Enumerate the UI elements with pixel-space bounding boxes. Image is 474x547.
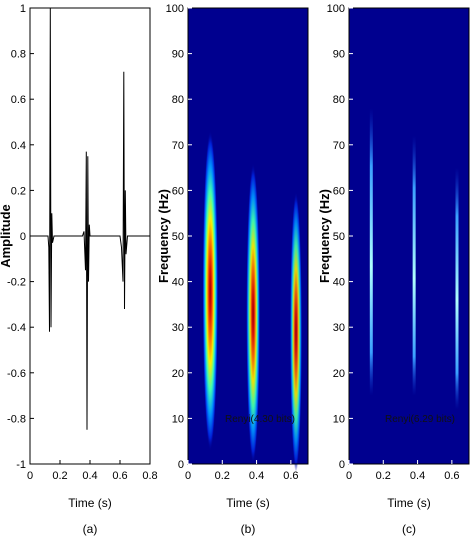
y-tick-label: 0.2 [11, 185, 26, 197]
y-tick-label: 50 [172, 231, 184, 243]
y-tick-label: 0 [178, 459, 184, 471]
panel-c-ticks: 0 0.2 0.4 0.6 0 10 20 30 40 50 60 70 80 90 100 [327, 3, 460, 482]
y-tick-label: 80 [172, 94, 184, 106]
y-tick-label: 20 [172, 368, 184, 380]
panel-c-annotation: Renyi(6.29 bits) [385, 414, 455, 425]
x-tick-label: 0.4 [410, 470, 425, 482]
y-tick-label: -0.6 [7, 368, 26, 380]
y-tick-label: 90 [172, 49, 184, 61]
panel-c-plot-area [349, 8, 469, 464]
y-tick-label: -0.4 [7, 322, 26, 334]
y-tick-label: 70 [172, 140, 184, 152]
x-tick-label: 0.6 [283, 470, 298, 482]
y-tick-label: 0.6 [11, 94, 26, 106]
x-tick-label: 0.4 [249, 470, 264, 482]
x-tick-label: 0.4 [82, 470, 97, 482]
energy-blob [246, 163, 260, 465]
x-tick-label: 0.6 [112, 470, 127, 482]
panel-a-ticks: 0 0.2 0.4 0.6 0.8 -1 -0.8 -0.6 -0.4 -0.2 0 0.2 0.4 0.… [7, 3, 158, 482]
x-tick-label: 0.2 [215, 470, 230, 482]
x-tick-label: 0.8 [142, 470, 157, 482]
x-tick-label: 0.6 [444, 470, 459, 482]
energy-ridge [455, 167, 459, 410]
y-tick-label: 20 [333, 368, 345, 380]
panel-a-ylabel: Amplitude [0, 204, 13, 268]
x-tick-label: 0.2 [52, 470, 67, 482]
y-tick-label: 40 [172, 277, 184, 289]
y-tick-label: 60 [172, 185, 184, 197]
y-tick-label: 10 [172, 413, 184, 425]
panel-b-energy [202, 130, 302, 473]
y-tick-label: 40 [333, 277, 345, 289]
panel-b-annotation: Renyi(4.30 bits) [225, 414, 295, 425]
panel-b-ticks: 0 0.2 0.4 0.6 0 10 20 30 40 50 60 70 80 90 100 [166, 3, 299, 482]
panel-a-signal-line [30, 7, 150, 430]
panel-c-xlabel: Time (s) [387, 496, 431, 510]
panel-c-energy [369, 108, 459, 410]
y-tick-label: 80 [333, 94, 345, 106]
y-tick-label: 100 [327, 3, 345, 15]
panel-a-xlabel: Time (s) [68, 496, 112, 510]
panel-c-ylabel: Frequency (Hz) [317, 189, 332, 283]
x-tick-label: 0.2 [376, 470, 391, 482]
x-tick-label: 0 [27, 470, 33, 482]
y-tick-label: 10 [333, 413, 345, 425]
panel-c-label: (c) [402, 522, 416, 536]
y-tick-label: 100 [166, 3, 184, 15]
y-tick-label: 1 [20, 3, 26, 15]
panel-b-label: (b) [241, 522, 256, 536]
energy-ridge [369, 108, 373, 396]
panel-c: 0 0.2 0.4 0.6 0 10 20 30 40 50 60 70 80 90 100 Renyi(6… [317, 3, 470, 536]
x-tick-label: 0 [185, 470, 191, 482]
y-tick-label: 30 [333, 322, 345, 334]
y-tick-label: -1 [16, 459, 26, 471]
y-tick-label: -0.8 [7, 413, 26, 425]
panel-a: 0 0.2 0.4 0.6 0.8 -1 -0.8 -0.6 -0.4 -0.2 0 0.2 0.4 0.… [0, 3, 158, 536]
x-tick-label: 0 [346, 470, 352, 482]
y-tick-label: 0.4 [11, 140, 26, 152]
y-tick-label: 30 [172, 322, 184, 334]
y-tick-label: 50 [333, 231, 345, 243]
y-tick-label: 60 [333, 185, 345, 197]
y-tick-label: 0 [20, 231, 26, 243]
panel-b-xlabel: Time (s) [226, 496, 270, 510]
panel-b-ylabel: Frequency (Hz) [156, 189, 171, 283]
panel-a-label: (a) [83, 522, 98, 536]
y-tick-label: -0.2 [7, 277, 26, 289]
panel-b: 0 0.2 0.4 0.6 0 10 20 30 40 50 60 70 80 90 100 Renyi(4… [156, 3, 309, 536]
energy-ridge [412, 135, 416, 396]
y-tick-label: 70 [333, 140, 345, 152]
y-tick-label: 0.8 [11, 49, 26, 61]
y-tick-label: 90 [333, 49, 345, 61]
energy-blob [290, 191, 302, 473]
y-tick-label: 0 [339, 459, 345, 471]
energy-blob [202, 130, 219, 452]
